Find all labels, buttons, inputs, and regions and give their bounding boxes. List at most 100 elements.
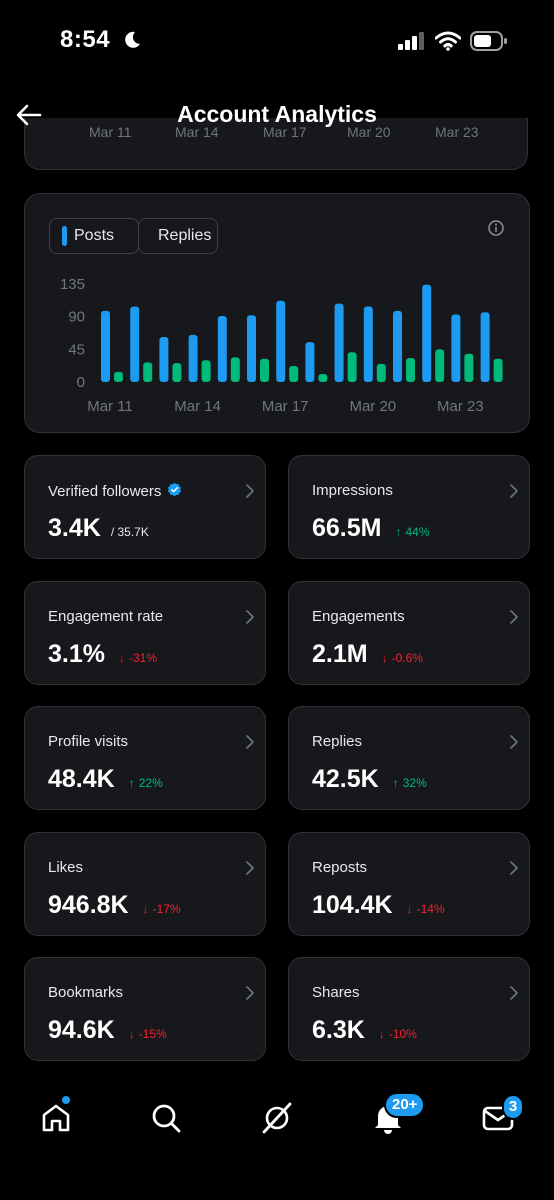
metric-card-bookmarks[interactable]: Bookmarks 94.6K ↓ -15% <box>24 957 266 1061</box>
metric-card-reposts[interactable]: Reposts 104.4K ↓ -14% <box>288 832 530 936</box>
metric-delta-value: -10% <box>388 1027 417 1041</box>
chevron-right-icon <box>509 483 519 504</box>
metric-value-row: 3.1% ↓ -31% <box>48 640 157 669</box>
back-button[interactable] <box>12 98 46 132</box>
bar-replies[interactable] <box>143 362 153 382</box>
bar-replies[interactable] <box>347 352 357 382</box>
chevron-right-icon <box>245 860 255 881</box>
verified-badge-icon <box>167 482 182 501</box>
bar-replies[interactable] <box>464 353 474 382</box>
metric-label-row: Engagements <box>312 608 405 625</box>
status-bar: 8:54 <box>0 0 554 86</box>
bar-posts[interactable] <box>130 306 140 382</box>
info-icon[interactable] <box>487 219 505 237</box>
metric-label: Verified followers <box>48 483 162 500</box>
bar-posts[interactable] <box>480 312 490 382</box>
metric-card-impressions[interactable]: Impressions 66.5M ↑ 44% <box>288 455 530 559</box>
metric-value-row: 946.8K ↓ -17% <box>48 891 181 920</box>
moon-icon <box>125 31 140 48</box>
bar-posts[interactable] <box>451 314 461 382</box>
bar-replies[interactable] <box>318 374 328 382</box>
metric-delta: ↑ 22% <box>129 776 163 790</box>
metric-delta: ↓ -14% <box>407 902 445 916</box>
y-tick-label: 45 <box>68 341 85 358</box>
metric-label: Profile visits <box>48 733 129 750</box>
bar-replies[interactable] <box>376 363 386 382</box>
arrow-up-icon: ↑ <box>128 776 135 790</box>
metric-delta: ↓ -0.6% <box>382 651 423 665</box>
nav-home[interactable] <box>36 1096 76 1138</box>
metric-value-row: 6.3K ↓ -10% <box>312 1016 417 1045</box>
metric-label-row: Reposts <box>312 859 367 876</box>
metric-value: 2.1M <box>312 640 368 668</box>
nav-notifications[interactable]: 20+ <box>368 1092 426 1138</box>
metric-label: Engagement rate <box>48 608 164 625</box>
bar-replies[interactable] <box>260 358 269 382</box>
metric-card-profile-visits[interactable]: Profile visits 48.4K ↑ 22% <box>24 706 266 810</box>
wifi-icon <box>435 31 461 51</box>
bar-replies[interactable] <box>201 360 211 382</box>
partial-x-tick-label: Mar 14 <box>175 124 219 140</box>
bar-posts[interactable] <box>363 306 373 382</box>
nav-grok[interactable] <box>257 1098 297 1138</box>
bar-posts[interactable] <box>247 315 256 382</box>
metric-card-engagements[interactable]: Engagements 2.1M ↓ -0.6% <box>288 581 530 685</box>
bar-replies[interactable] <box>230 357 240 382</box>
metric-label-row: Engagement rate <box>48 608 163 625</box>
x-tick-label: Mar 11 <box>87 398 133 415</box>
metric-card-verified-followers[interactable]: Verified followers 3.4K / 35.7K <box>24 455 266 559</box>
chevron-right-icon <box>509 734 519 755</box>
metric-label: Shares <box>312 984 360 1001</box>
metric-value: 42.5K <box>312 765 379 793</box>
status-time: 8:54 <box>60 26 111 53</box>
metric-delta: ↑ 44% <box>395 525 429 539</box>
bar-replies[interactable] <box>172 363 182 382</box>
bar-posts[interactable] <box>276 300 286 382</box>
bar-replies[interactable] <box>289 366 299 382</box>
arrow-up-icon: ↑ <box>392 776 399 790</box>
nav-search[interactable] <box>146 1098 186 1138</box>
metric-label-row: Bookmarks <box>48 984 123 1001</box>
arrow-down-icon: ↓ <box>118 651 125 665</box>
partial-x-tick-label: Mar 17 <box>263 124 307 140</box>
bar-posts[interactable] <box>305 342 315 382</box>
bar-posts[interactable] <box>159 336 169 382</box>
bar-replies[interactable] <box>435 349 445 382</box>
metric-value-row: 2.1M ↓ -0.6% <box>312 640 423 669</box>
activity-chart-card: Posts Replies 0 45 90 135 Mar 11 Mar 14 Mar 17… <box>24 193 530 433</box>
metric-label-row: Replies <box>312 733 362 750</box>
bar-replies[interactable] <box>114 371 123 382</box>
bar-replies[interactable] <box>406 358 415 382</box>
y-tick-label: 0 <box>77 374 85 391</box>
bar-posts[interactable] <box>188 334 198 382</box>
bar-replies[interactable] <box>493 358 503 382</box>
legend-replies[interactable]: Replies <box>138 218 218 254</box>
chevron-right-icon <box>509 609 519 630</box>
metric-delta-value: -0.6% <box>391 651 423 665</box>
nav-messages[interactable]: 3 <box>478 1094 524 1138</box>
metric-value: 3.4K <box>48 514 101 542</box>
metric-delta: ↑ 32% <box>393 776 427 790</box>
bar-posts[interactable] <box>393 310 402 382</box>
metric-delta: ↓ -31% <box>119 651 157 665</box>
metric-card-engagement-rate[interactable]: Engagement rate 3.1% ↓ -31% <box>24 581 266 685</box>
metric-card-shares[interactable]: Shares 6.3K ↓ -10% <box>288 957 530 1061</box>
partial-chart-card: Mar 11 Mar 14 Mar 17 Mar 20 Mar 23 <box>24 118 528 170</box>
bar-posts[interactable] <box>217 315 227 382</box>
metric-label-row: Impressions <box>312 482 393 499</box>
metric-delta-value: -14% <box>416 902 445 916</box>
partial-x-tick-label: Mar 11 <box>89 124 132 140</box>
x-tick-label: Mar 20 <box>349 398 396 415</box>
bar-posts[interactable] <box>334 303 344 382</box>
page-title: Account Analytics <box>177 101 377 127</box>
cellular-signal-icon <box>398 32 424 50</box>
bar-posts[interactable] <box>422 284 432 382</box>
metric-card-replies[interactable]: Replies 42.5K ↑ 32% <box>288 706 530 810</box>
metric-card-likes[interactable]: Likes 946.8K ↓ -17% <box>24 832 266 936</box>
messages-badge: 3 <box>502 1094 524 1120</box>
bar-chart: 0 45 90 135 Mar 11 Mar 14 Mar 17 Mar 20 Mar 23 <box>60 276 503 415</box>
home-icon <box>42 1104 70 1132</box>
bar-posts[interactable] <box>101 310 110 382</box>
metric-label-row: Likes <box>48 859 83 876</box>
metric-delta: ↓ -10% <box>379 1027 417 1041</box>
